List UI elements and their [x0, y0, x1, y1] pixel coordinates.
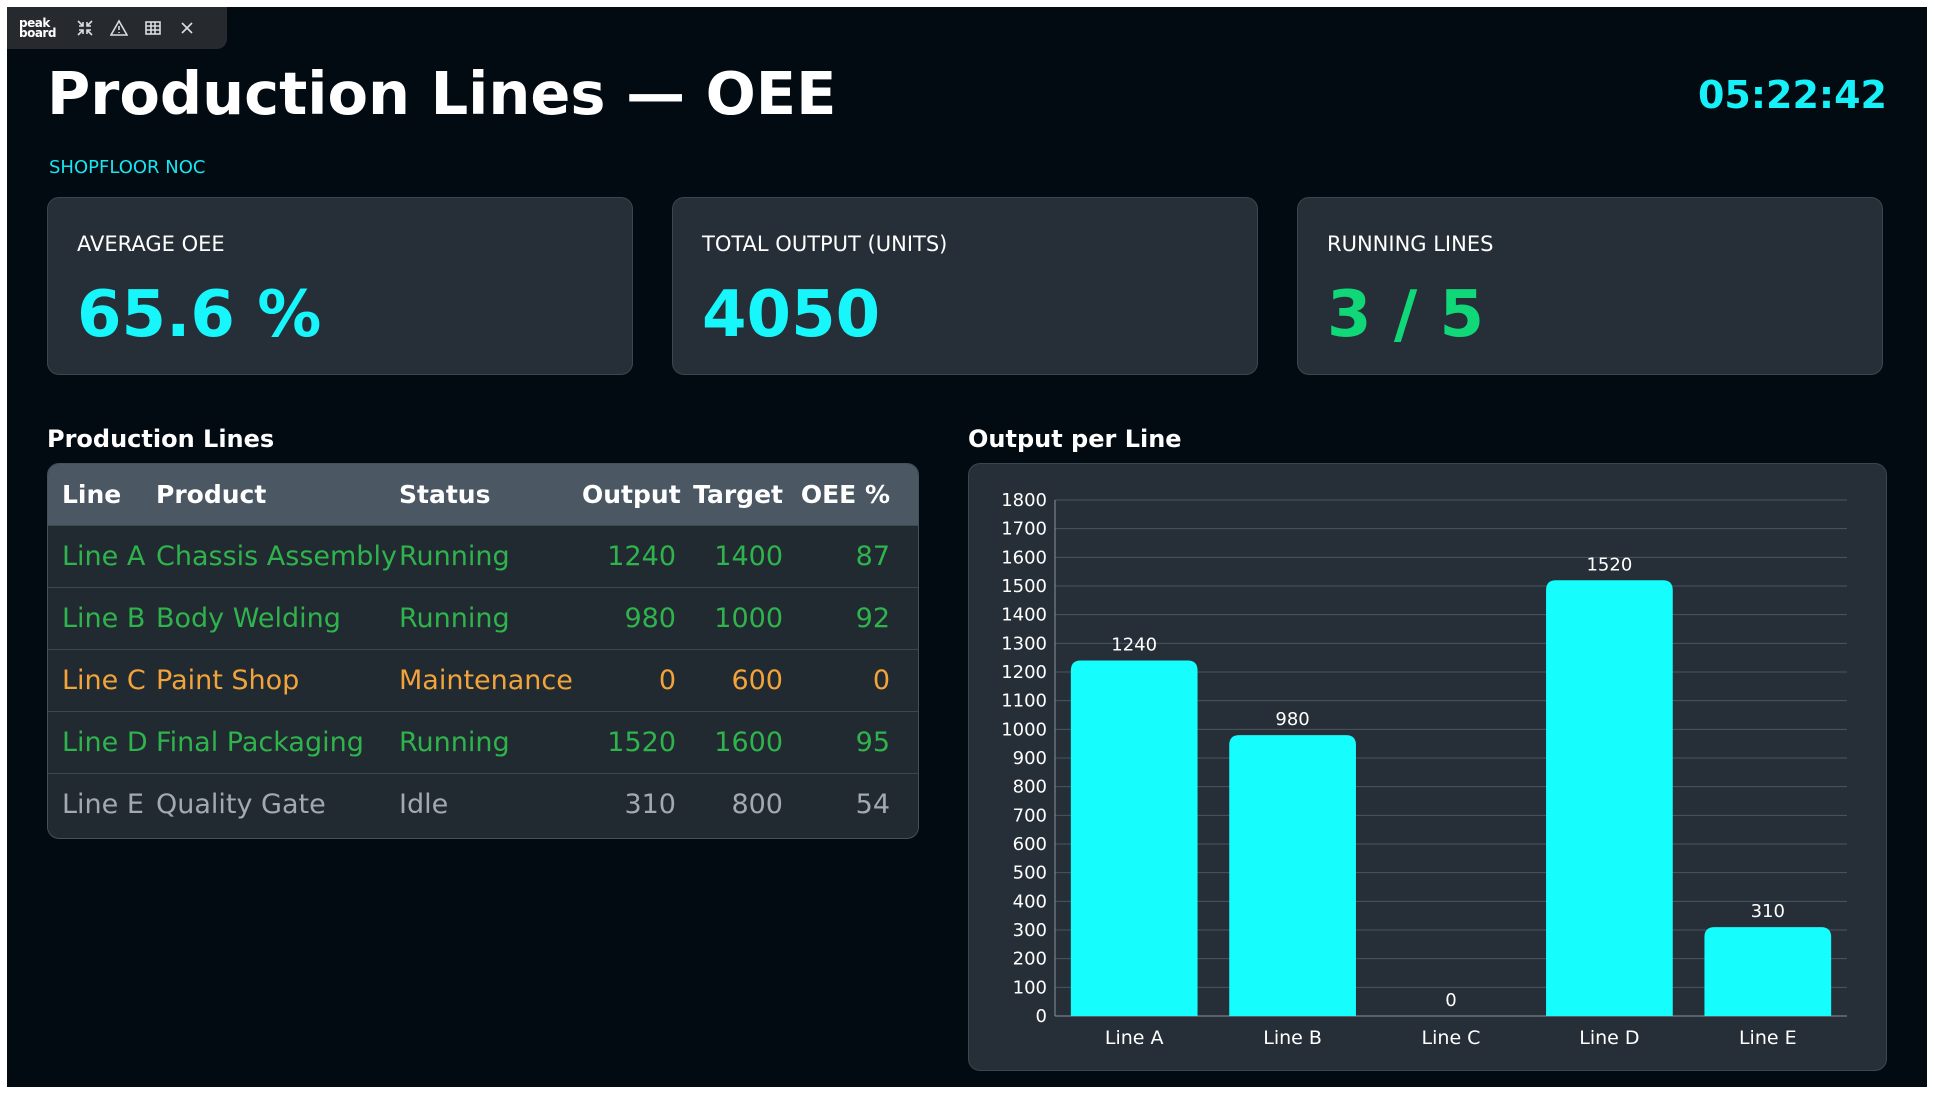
kpi-card-total-output: TOTAL OUTPUT (UNITS) 4050	[672, 197, 1258, 375]
x-tick-label: Line B	[1263, 1027, 1322, 1049]
data-label: 310	[1751, 901, 1785, 922]
cell-target: 600	[731, 665, 783, 696]
cell-oee: 95	[855, 727, 890, 758]
cell-target: 1400	[714, 541, 783, 572]
table-row[interactable]: Line E Quality Gate Idle 310 800 54	[48, 774, 918, 835]
cell-status: Running	[399, 603, 510, 634]
cell-output: 1520	[607, 727, 676, 758]
kpi-label: RUNNING LINES	[1327, 232, 1494, 256]
collapse-icon[interactable]	[73, 16, 97, 40]
bar	[1229, 735, 1356, 1016]
y-tick-label: 1200	[1001, 662, 1047, 683]
y-tick-label: 1300	[1001, 633, 1047, 654]
y-tick-label: 400	[1013, 891, 1047, 912]
data-label: 1520	[1586, 554, 1632, 575]
cell-product: Quality Gate	[156, 789, 326, 820]
cell-oee: 54	[855, 789, 890, 820]
table-section-title: Production Lines	[47, 425, 275, 453]
x-tick-label: Line D	[1579, 1027, 1639, 1049]
clock: 05:22:42	[1697, 73, 1887, 117]
data-label: 0	[1445, 990, 1456, 1011]
y-tick-label: 900	[1013, 748, 1047, 769]
y-tick-label: 500	[1013, 863, 1047, 884]
page-subtitle: SHOPFLOOR NOC	[49, 157, 206, 178]
data-label: 980	[1275, 709, 1309, 730]
page-title: Production Lines — OEE	[47, 59, 837, 128]
cell-product: Paint Shop	[156, 665, 300, 696]
y-tick-label: 200	[1013, 949, 1047, 970]
cell-product: Body Welding	[156, 603, 341, 634]
column-header-target[interactable]: Target	[693, 480, 783, 509]
y-tick-label: 1000	[1001, 719, 1047, 740]
warning-icon[interactable]	[107, 16, 131, 40]
cell-target: 1000	[714, 603, 783, 634]
y-tick-label: 0	[1036, 1006, 1047, 1027]
column-header-line[interactable]: Line	[62, 480, 122, 509]
cell-status: Running	[399, 541, 510, 572]
cell-line: Line A	[62, 541, 146, 572]
bar-chart-canvas: 0 100 200 300 400 500 600 700 800 900 1000 1100 1200…	[1001, 490, 1847, 1049]
bar	[1546, 580, 1673, 1016]
kpi-card-running-lines: RUNNING LINES 3 / 5	[1297, 197, 1883, 375]
cell-status: Maintenance	[399, 665, 573, 696]
kpi-value: 3 / 5	[1327, 278, 1484, 352]
y-tick-label: 600	[1013, 834, 1047, 855]
cell-oee: 87	[855, 541, 890, 572]
y-tick-label: 1100	[1001, 691, 1047, 712]
cell-output: 310	[624, 789, 676, 820]
y-tick-label: 1700	[1001, 519, 1047, 540]
bar	[1070, 660, 1198, 1016]
cell-oee: 92	[855, 603, 890, 634]
y-tick-label: 1600	[1001, 547, 1047, 568]
peakboard-logo: peak board	[19, 16, 56, 40]
kpi-label: AVERAGE OEE	[77, 232, 225, 256]
kpi-value: 4050	[702, 278, 881, 352]
output-per-line-chart: 0 100 200 300 400 500 600 700 800 900 1000 1100 1200…	[968, 463, 1887, 1071]
cell-oee: 0	[872, 665, 890, 696]
kpi-value: 65.6 %	[77, 278, 322, 352]
y-tick-label: 1800	[1001, 490, 1047, 511]
y-tick-label: 100	[1013, 977, 1047, 998]
y-tick-label: 1500	[1001, 576, 1047, 597]
y-tick-label: 300	[1013, 920, 1047, 941]
toolbar: peak board	[7, 7, 227, 49]
y-tick-label: 700	[1013, 805, 1047, 826]
cell-target: 800	[731, 789, 783, 820]
close-icon[interactable]	[175, 16, 199, 40]
cell-output: 980	[624, 603, 676, 634]
y-tick-label: 1400	[1001, 605, 1047, 626]
cell-line: Line D	[62, 727, 148, 758]
cell-status: Idle	[399, 789, 449, 820]
bar	[1704, 927, 1832, 1016]
chart-section-title: Output per Line	[968, 425, 1182, 453]
table-row[interactable]: Line D Final Packaging Running 1520 1600…	[48, 712, 918, 774]
cell-status: Running	[399, 727, 510, 758]
x-tick-label: Line A	[1105, 1027, 1164, 1049]
cell-line: Line B	[62, 603, 146, 634]
column-header-output[interactable]: Output	[582, 480, 681, 509]
table-header-row: Line Product Status Output Target OEE %	[48, 464, 918, 526]
cell-output: 0	[658, 665, 676, 696]
cell-product: Chassis Assembly	[156, 541, 397, 572]
x-tick-label: Line E	[1739, 1027, 1797, 1049]
cell-output: 1240	[607, 541, 676, 572]
column-header-oee[interactable]: OEE %	[800, 480, 890, 509]
production-lines-table: Line Product Status Output Target OEE % …	[47, 463, 919, 839]
table-row[interactable]: Line C Paint Shop Maintenance 0 600 0	[48, 650, 918, 712]
cell-target: 1600	[714, 727, 783, 758]
dashboard-window: peak board Production Lines — OEE SHOPFL…	[7, 7, 1927, 1087]
y-tick-label: 800	[1013, 777, 1047, 798]
kpi-card-average-oee: AVERAGE OEE 65.6 %	[47, 197, 633, 375]
table-icon[interactable]	[141, 16, 165, 40]
column-header-product[interactable]: Product	[156, 480, 267, 509]
x-tick-label: Line C	[1422, 1027, 1481, 1049]
cell-product: Final Packaging	[156, 727, 364, 758]
kpi-label: TOTAL OUTPUT (UNITS)	[702, 232, 948, 256]
table-row[interactable]: Line B Body Welding Running 980 1000 92	[48, 588, 918, 650]
data-label: 1240	[1111, 635, 1157, 656]
column-header-status[interactable]: Status	[399, 480, 491, 509]
cell-line: Line E	[62, 789, 144, 820]
table-row[interactable]: Line A Chassis Assembly Running 1240 140…	[48, 526, 918, 588]
cell-line: Line C	[62, 665, 146, 696]
